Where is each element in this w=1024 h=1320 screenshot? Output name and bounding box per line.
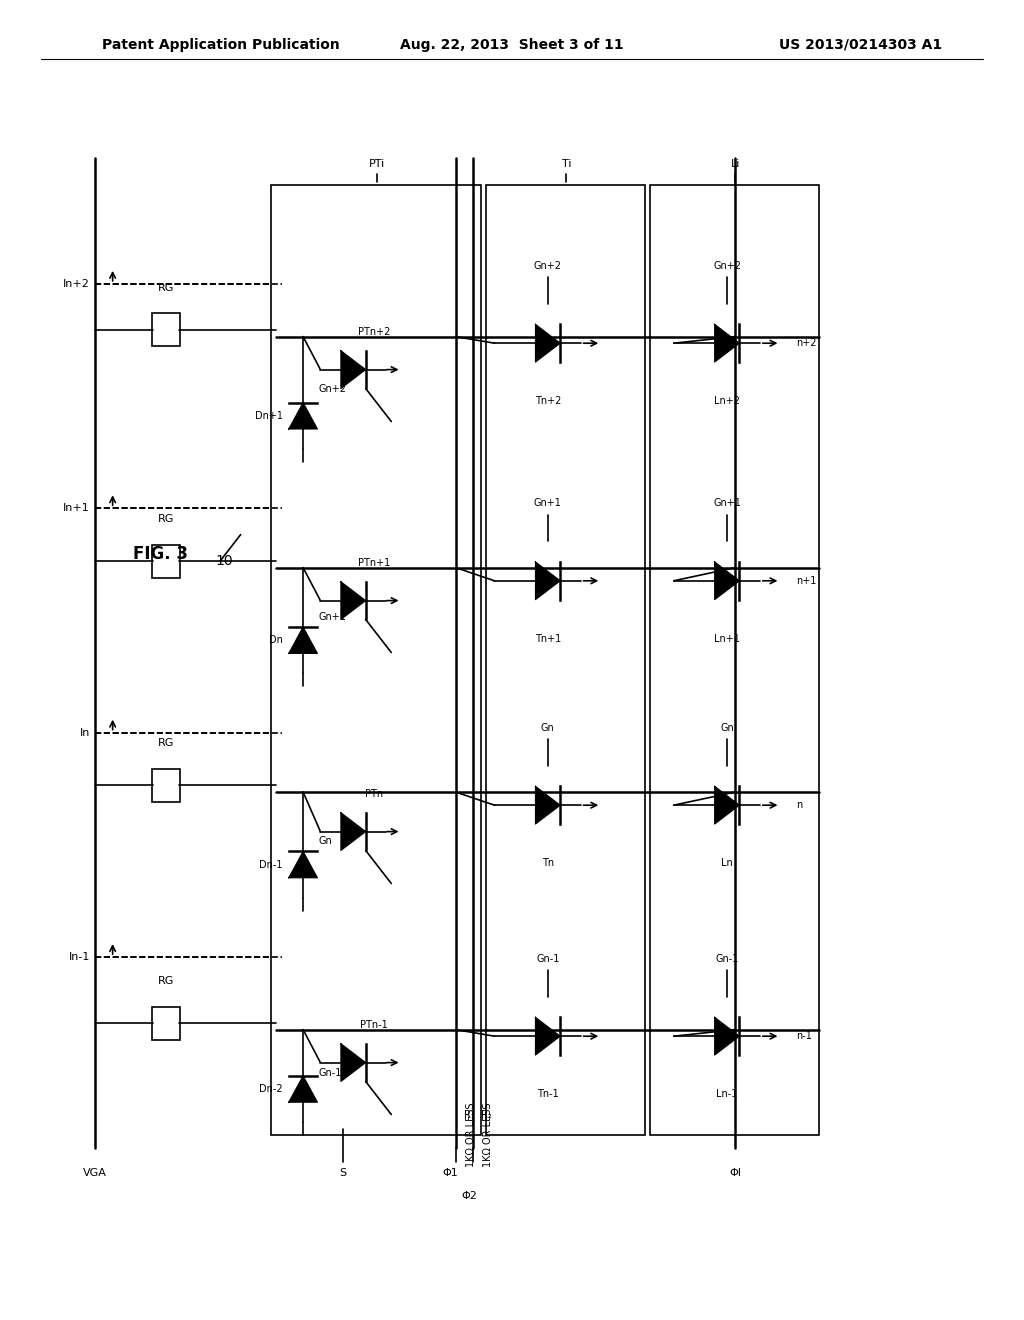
Bar bbox=[152, 1006, 180, 1040]
Text: R₁: R₁ bbox=[464, 1110, 474, 1121]
Text: In: In bbox=[80, 727, 90, 738]
Polygon shape bbox=[341, 582, 366, 619]
Bar bbox=[486, 185, 645, 1135]
Text: Gn+2: Gn+2 bbox=[534, 260, 562, 271]
Text: In+2: In+2 bbox=[63, 279, 90, 289]
Text: 1KΩ OR LESS: 1KΩ OR LESS bbox=[483, 1104, 494, 1167]
Text: Patent Application Publication: Patent Application Publication bbox=[102, 38, 340, 51]
Text: Gn+2: Gn+2 bbox=[318, 384, 346, 395]
Text: Dn: Dn bbox=[268, 635, 283, 645]
Bar bbox=[152, 313, 180, 346]
Text: In-1: In-1 bbox=[69, 952, 90, 962]
Text: ΦI: ΦI bbox=[729, 1168, 741, 1179]
Text: RG: RG bbox=[158, 513, 174, 524]
Text: n: n bbox=[796, 800, 802, 810]
Text: VGA: VGA bbox=[83, 1168, 108, 1179]
Text: PTi: PTi bbox=[369, 158, 385, 169]
Polygon shape bbox=[715, 787, 739, 824]
Text: RG: RG bbox=[158, 738, 174, 748]
Text: Tn+2: Tn+2 bbox=[535, 396, 561, 407]
Text: Gn-1: Gn-1 bbox=[537, 953, 559, 964]
Text: PTn-1: PTn-1 bbox=[359, 1019, 388, 1030]
Bar bbox=[152, 544, 180, 578]
Polygon shape bbox=[536, 787, 560, 824]
Text: Tn-1: Tn-1 bbox=[537, 1089, 559, 1100]
Text: FIG. 3: FIG. 3 bbox=[133, 545, 188, 564]
Text: RG: RG bbox=[158, 975, 174, 986]
Text: Gn-1: Gn-1 bbox=[716, 953, 738, 964]
Text: Tn: Tn bbox=[542, 858, 554, 869]
Polygon shape bbox=[341, 813, 366, 850]
Text: RG: RG bbox=[158, 282, 174, 293]
Text: S: S bbox=[340, 1168, 346, 1179]
Text: PTn: PTn bbox=[365, 788, 383, 799]
Text: Li: Li bbox=[730, 158, 740, 169]
Text: PTn+2: PTn+2 bbox=[357, 326, 390, 337]
Polygon shape bbox=[715, 1018, 739, 1055]
Bar bbox=[271, 185, 481, 1135]
Polygon shape bbox=[289, 403, 317, 429]
Text: Dn+1: Dn+1 bbox=[255, 411, 283, 421]
Text: Gn+1: Gn+1 bbox=[318, 612, 346, 622]
Text: Ln+2: Ln+2 bbox=[714, 396, 740, 407]
Text: Gn+1: Gn+1 bbox=[534, 498, 562, 508]
Text: 10: 10 bbox=[215, 554, 232, 568]
Text: n-1: n-1 bbox=[796, 1031, 812, 1041]
Text: Dn-2: Dn-2 bbox=[259, 1084, 283, 1094]
Text: Aug. 22, 2013  Sheet 3 of 11: Aug. 22, 2013 Sheet 3 of 11 bbox=[400, 38, 624, 51]
Text: Tn+1: Tn+1 bbox=[535, 634, 561, 644]
Text: Gn: Gn bbox=[720, 722, 734, 733]
Polygon shape bbox=[536, 325, 560, 362]
Text: Ln-1: Ln-1 bbox=[717, 1089, 737, 1100]
Polygon shape bbox=[289, 1076, 317, 1102]
Text: n+1: n+1 bbox=[796, 576, 816, 586]
Text: Gn+2: Gn+2 bbox=[713, 260, 741, 271]
Polygon shape bbox=[289, 627, 317, 653]
Text: Gn: Gn bbox=[318, 837, 332, 846]
Polygon shape bbox=[715, 562, 739, 599]
Polygon shape bbox=[715, 325, 739, 362]
Text: Ti: Ti bbox=[561, 158, 571, 169]
Polygon shape bbox=[536, 1018, 560, 1055]
Text: n+2: n+2 bbox=[796, 338, 816, 348]
Text: Gn+1: Gn+1 bbox=[713, 498, 741, 508]
Text: Ln+1: Ln+1 bbox=[714, 634, 740, 644]
Text: Gn-1: Gn-1 bbox=[318, 1068, 342, 1077]
Text: US 2013/0214303 A1: US 2013/0214303 A1 bbox=[779, 38, 942, 51]
Polygon shape bbox=[341, 351, 366, 388]
Text: R₂: R₂ bbox=[481, 1110, 492, 1121]
Polygon shape bbox=[341, 1044, 366, 1081]
Text: Φ1: Φ1 bbox=[442, 1168, 459, 1179]
Text: Φ2: Φ2 bbox=[461, 1191, 477, 1201]
Polygon shape bbox=[536, 562, 560, 599]
Text: Ln: Ln bbox=[721, 858, 733, 869]
Text: In+1: In+1 bbox=[63, 503, 90, 513]
Bar bbox=[650, 185, 819, 1135]
Text: Dn-1: Dn-1 bbox=[259, 859, 283, 870]
Bar bbox=[152, 768, 180, 801]
Text: Gn: Gn bbox=[541, 722, 555, 733]
Text: 1KΩ OR LESS: 1KΩ OR LESS bbox=[466, 1104, 476, 1167]
Text: PTn+1: PTn+1 bbox=[357, 557, 390, 568]
Polygon shape bbox=[289, 851, 317, 878]
